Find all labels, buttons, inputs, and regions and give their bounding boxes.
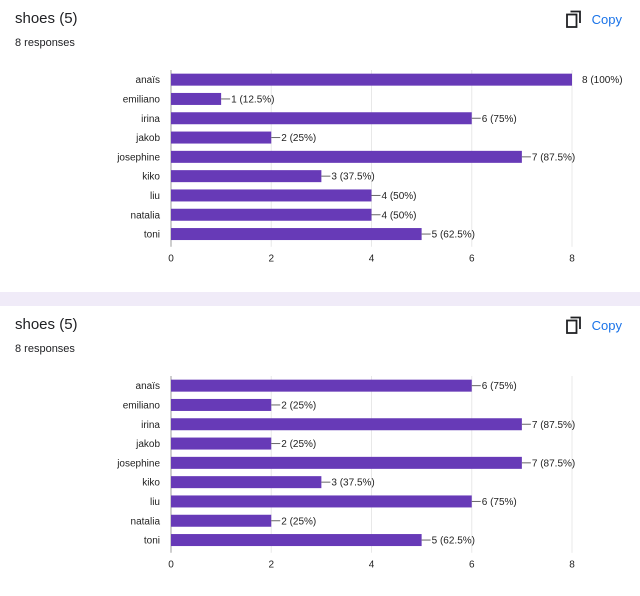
bar [171, 208, 372, 221]
x-tick-label: 6 [469, 560, 475, 571]
question-title: shoes (5) [15, 10, 78, 27]
bar [171, 131, 272, 144]
data-label: 3 (37.5%) [331, 172, 374, 183]
category-label: jakob [135, 133, 160, 144]
data-label: 5 (62.5%) [432, 536, 475, 547]
copy-label: Copy [591, 317, 622, 333]
data-label: 2 (25%) [281, 516, 316, 527]
bar-chart: 0 2 4 6 8 anaïs 8 (100%) emiliano 1 (12.5%) irina… [116, 70, 623, 265]
bar [171, 150, 522, 163]
response-count: 8 responses [15, 343, 75, 355]
data-label: 4 (50%) [382, 191, 417, 202]
bar [171, 379, 472, 392]
bar [171, 456, 522, 469]
response-count: 8 responses [15, 37, 75, 49]
bar [171, 437, 272, 450]
category-label: irina [141, 114, 160, 125]
bar [171, 514, 272, 527]
question-title: shoes (5) [15, 316, 78, 333]
copy-icon [565, 10, 581, 28]
copy-button[interactable]: Copy [565, 314, 622, 336]
data-label: 1 (12.5%) [231, 94, 274, 105]
copy-icon [565, 316, 581, 334]
copy-button[interactable]: Copy [565, 8, 622, 30]
category-label: josephine [116, 152, 160, 163]
bar [171, 418, 522, 431]
data-label: 6 (75%) [482, 381, 517, 392]
category-label: emiliano [123, 94, 161, 105]
category-label: emiliano [123, 400, 161, 411]
x-tick-label: 4 [369, 560, 375, 571]
category-label: josephine [116, 458, 160, 469]
bar [171, 476, 322, 489]
bar [171, 398, 272, 411]
category-label: anaïs [136, 75, 160, 86]
bar [171, 73, 572, 86]
category-label: jakob [135, 439, 160, 450]
data-label: 7 (87.5%) [532, 458, 575, 469]
data-label: 6 (75%) [482, 114, 517, 125]
data-label: 7 (87.5%) [532, 152, 575, 163]
data-label: 3 (37.5%) [331, 478, 374, 489]
bar [171, 495, 472, 508]
x-tick-label: 4 [369, 254, 375, 265]
data-label: 2 (25%) [281, 400, 316, 411]
category-label: irina [141, 420, 160, 431]
x-tick-label: 0 [168, 254, 174, 265]
bar [171, 228, 422, 241]
copy-label: Copy [591, 11, 622, 27]
x-tick-label: 0 [168, 560, 174, 571]
x-tick-label: 2 [268, 254, 274, 265]
question-card: shoes (5) 8 responses Copy 0 2 4 6 8 anaïs 6 (… [0, 306, 640, 596]
data-label: 6 (75%) [482, 497, 517, 508]
bar [171, 189, 372, 202]
category-label: toni [144, 230, 160, 241]
bar [171, 534, 422, 547]
data-label: 5 (62.5%) [432, 230, 475, 241]
x-tick-label: 8 [569, 254, 575, 265]
bar [171, 170, 322, 183]
category-label: natalia [131, 516, 161, 527]
data-label: 4 (50%) [382, 210, 417, 221]
bar [171, 112, 472, 125]
x-tick-label: 2 [268, 560, 274, 571]
category-label: natalia [131, 210, 161, 221]
data-label: 8 (100%) [582, 75, 623, 86]
x-tick-label: 8 [569, 560, 575, 571]
category-label: toni [144, 536, 160, 547]
category-label: kiko [142, 172, 160, 183]
category-label: liu [150, 191, 160, 202]
question-card: shoes (5) 8 responses Copy 0 2 4 6 8 anaïs 8 (… [0, 0, 640, 292]
data-label: 7 (87.5%) [532, 420, 575, 431]
x-tick-label: 6 [469, 254, 475, 265]
bar-chart: 0 2 4 6 8 anaïs 6 (75%) emiliano 2 (25%) irina 7 (… [116, 376, 575, 571]
category-label: liu [150, 497, 160, 508]
category-label: kiko [142, 478, 160, 489]
data-label: 2 (25%) [281, 133, 316, 144]
category-label: anaïs [136, 381, 160, 392]
data-label: 2 (25%) [281, 439, 316, 450]
bar [171, 92, 222, 105]
